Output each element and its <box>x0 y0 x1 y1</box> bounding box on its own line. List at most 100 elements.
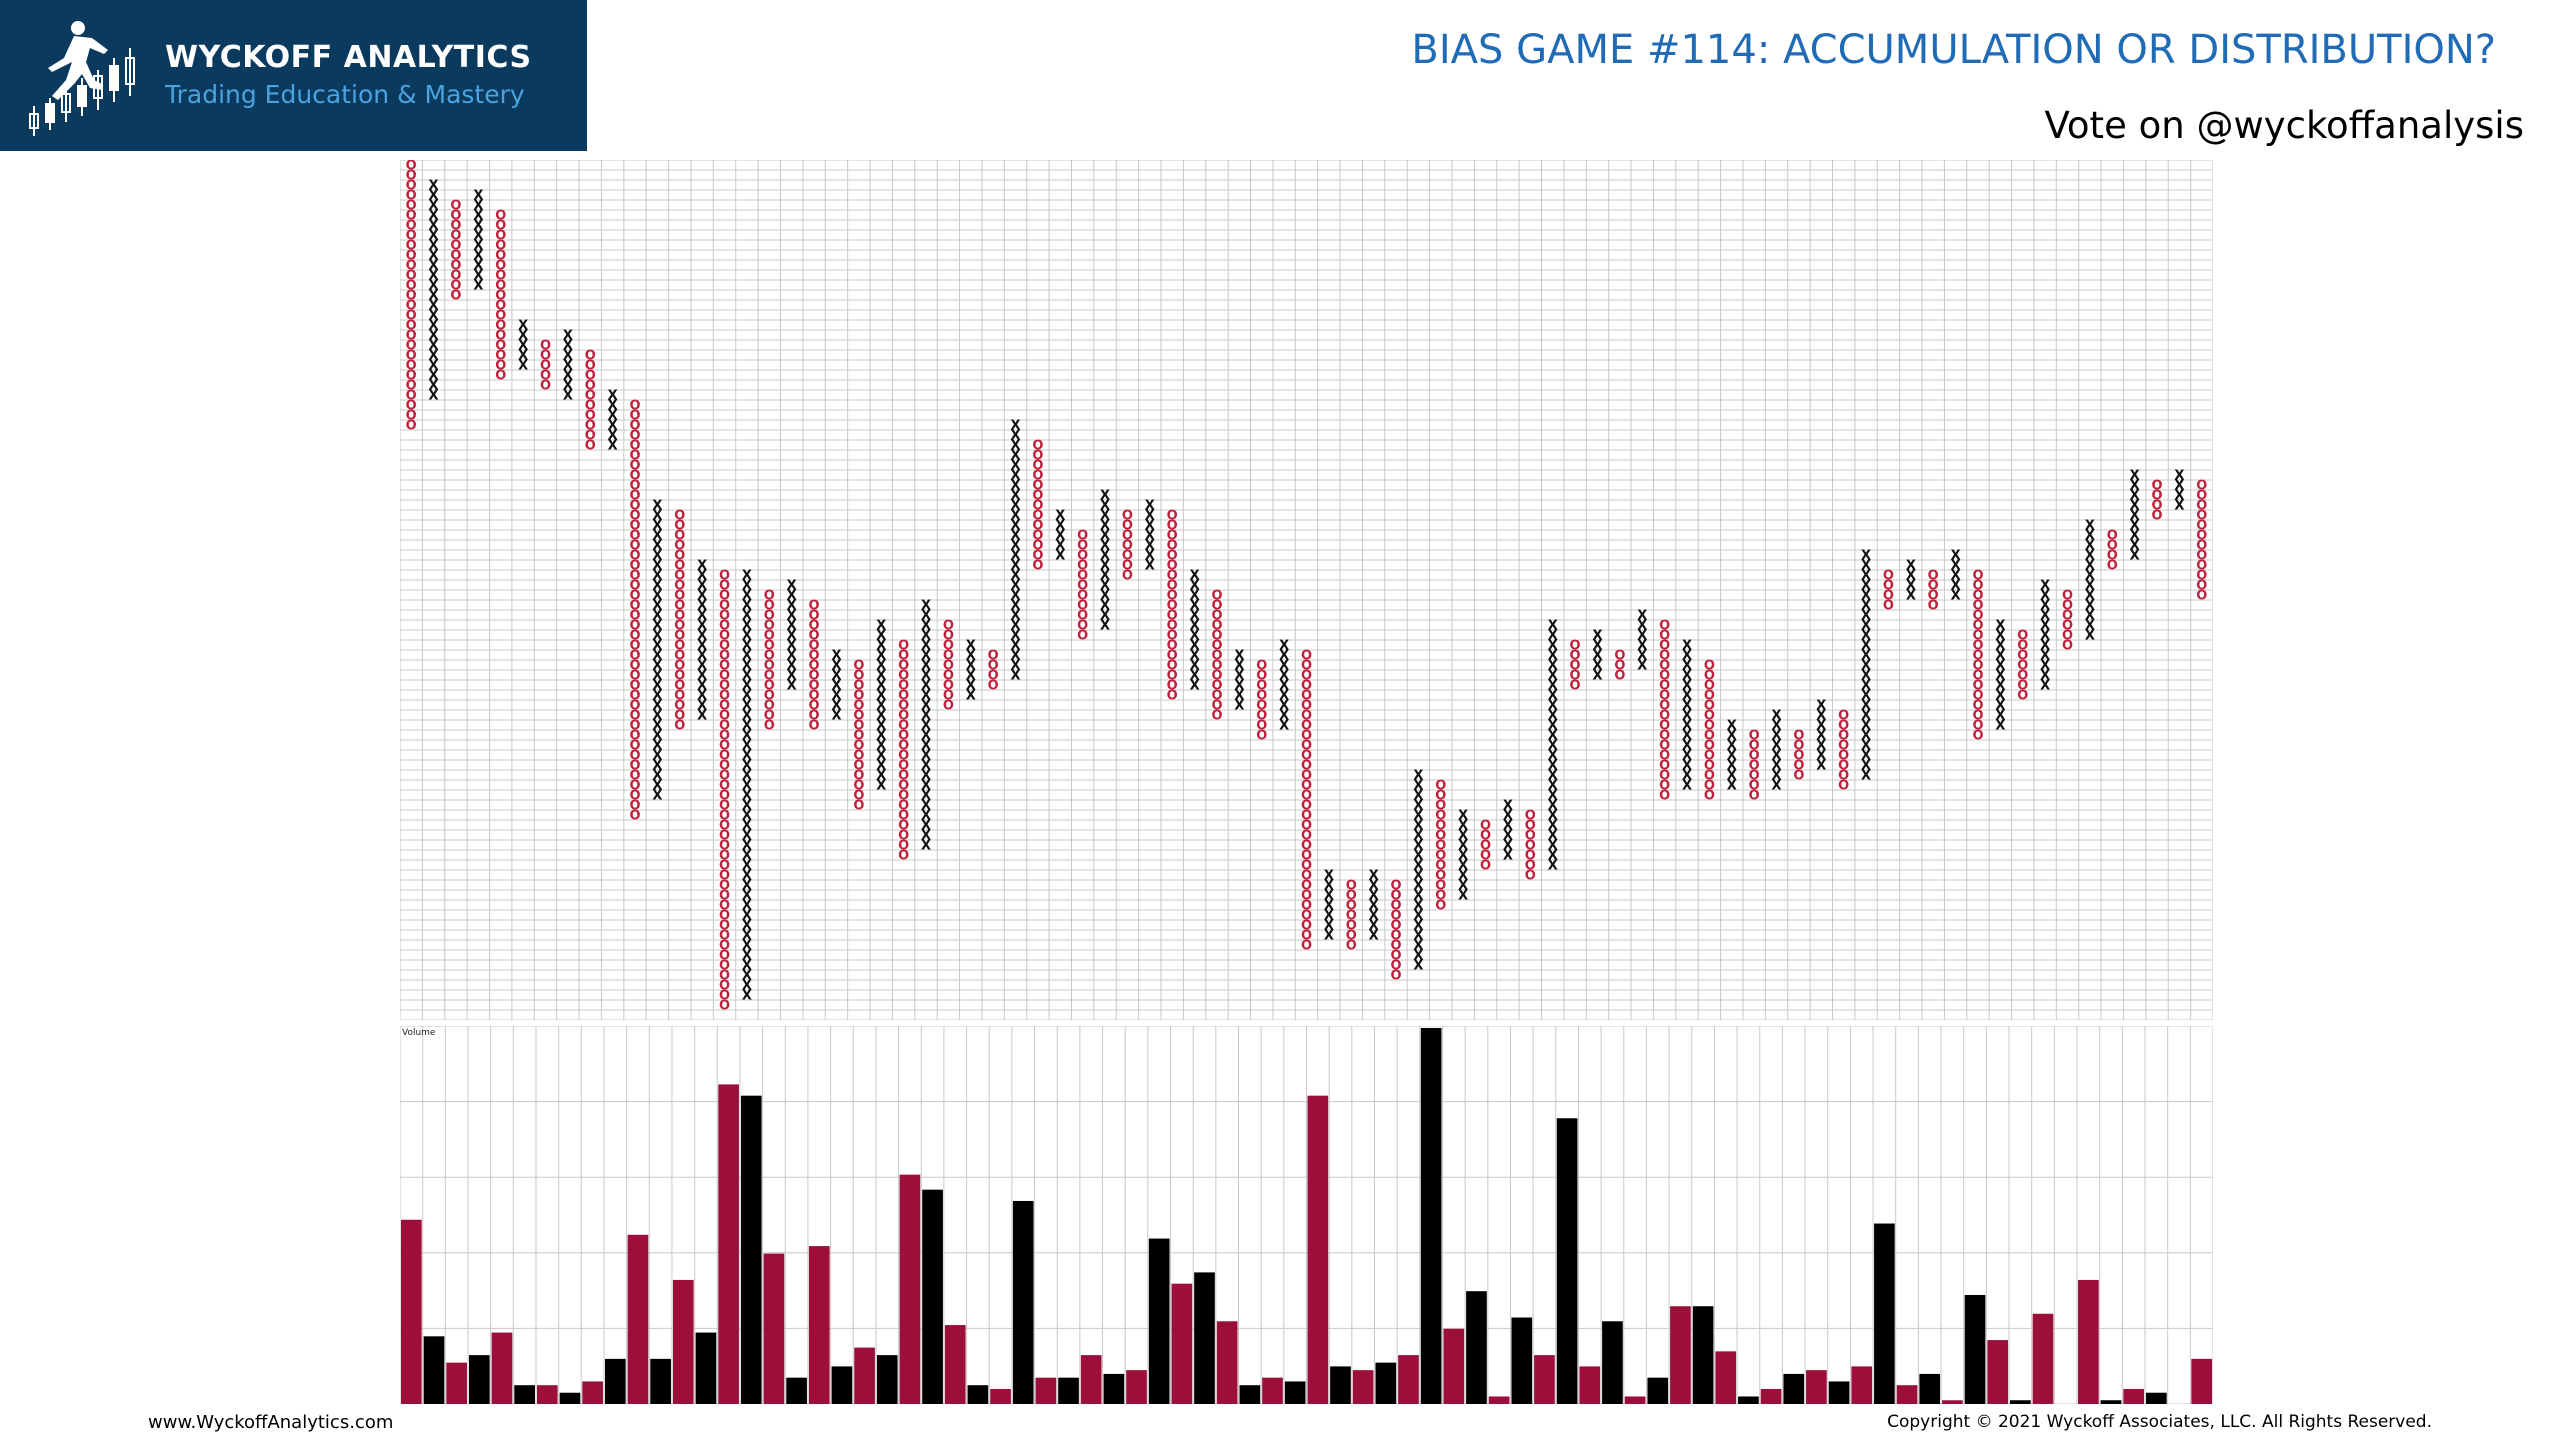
pf-o-mark: O <box>1256 729 1267 744</box>
pf-o-mark: O <box>809 639 820 654</box>
pf-x-mark: X <box>1861 699 1871 714</box>
pf-x-mark: X <box>1816 729 1826 744</box>
pf-o-mark: O <box>1077 529 1088 544</box>
pf-x-mark: X <box>876 689 886 704</box>
pf-o-mark: O <box>719 629 730 644</box>
footer-url[interactable]: www.WyckoffAnalytics.com <box>148 1412 394 1433</box>
pf-x-mark: X <box>1548 859 1558 874</box>
pf-x-mark: X <box>831 659 841 674</box>
pf-o-mark: O <box>898 749 909 764</box>
pf-x-mark: X <box>652 609 662 624</box>
pf-marks: OOOOOOOOOOOOOOOOOOOOOOOOOOOXXXXXXXXXXXXX… <box>406 160 2208 1014</box>
pf-o-mark: O <box>1032 519 1043 534</box>
pf-o-mark: O <box>853 719 864 734</box>
pf-o-mark: O <box>406 160 417 174</box>
pf-o-mark: O <box>809 719 820 734</box>
pf-o-mark: O <box>1435 879 1446 894</box>
pf-x-mark: X <box>742 639 752 654</box>
pf-o-mark: O <box>629 699 640 714</box>
pf-x-mark: X <box>1369 879 1379 894</box>
pf-o-mark: O <box>1301 769 1312 784</box>
pf-o-mark: O <box>2062 589 2073 604</box>
pf-o-mark: O <box>1346 889 1357 904</box>
volume-bar-73 <box>2032 1313 2054 1404</box>
pf-column-55: OOO <box>1614 649 1625 684</box>
pf-o-mark: O <box>585 389 596 404</box>
pf-x-mark: X <box>1413 929 1423 944</box>
pf-o-mark: O <box>1972 569 1983 584</box>
pf-x-mark: X <box>742 739 752 754</box>
pf-o-mark: O <box>585 399 596 414</box>
pf-x-mark: X <box>652 649 662 664</box>
pf-o-mark: O <box>585 349 596 364</box>
pf-x-mark: X <box>1100 569 1110 584</box>
pf-x-mark: X <box>742 589 752 604</box>
pf-o-mark: O <box>719 779 730 794</box>
pf-o-mark: O <box>1659 749 1670 764</box>
pf-o-mark: O <box>943 639 954 654</box>
pf-o-mark: O <box>809 689 820 704</box>
pf-x-mark: X <box>921 609 931 624</box>
pf-o-mark: O <box>1167 579 1178 594</box>
pf-o-mark: O <box>1301 799 1312 814</box>
pf-x-mark: X <box>2130 519 2140 534</box>
volume-bar-57 <box>1670 1306 1691 1404</box>
pf-x-mark: X <box>563 329 573 344</box>
pf-o-mark: O <box>809 629 820 644</box>
pf-x-mark: X <box>2130 489 2140 504</box>
pf-x-mark: X <box>1011 529 1021 544</box>
pf-o-mark: O <box>629 799 640 814</box>
pf-x-mark: X <box>429 249 439 264</box>
pf-x-mark: X <box>1548 619 1558 634</box>
pf-o-mark: O <box>1749 739 1760 754</box>
pf-o-mark: O <box>719 579 730 594</box>
pf-o-mark: O <box>1032 459 1043 474</box>
pf-x-mark: X <box>652 499 662 514</box>
pf-o-mark: O <box>2196 549 2207 564</box>
volume-bar-15 <box>718 1084 739 1404</box>
pf-x-mark: X <box>608 419 618 434</box>
pf-x-mark: X <box>652 589 662 604</box>
pf-x-mark: X <box>787 659 797 674</box>
volume-bar-24 <box>922 1189 943 1404</box>
pf-o-mark: O <box>943 679 954 694</box>
pf-o-mark: O <box>2017 669 2028 684</box>
pf-x-mark: X <box>921 839 931 854</box>
pf-x-mark: X <box>2040 679 2050 694</box>
pf-o-mark: O <box>1301 909 1312 924</box>
pf-x-mark: X <box>1011 569 1021 584</box>
pf-o-mark: O <box>898 729 909 744</box>
pf-x-mark: X <box>1279 689 1289 704</box>
pf-o-mark: O <box>1211 609 1222 624</box>
pf-o-mark: O <box>1883 599 1894 614</box>
pf-x-mark: X <box>1011 589 1021 604</box>
pf-x-mark: X <box>1413 939 1423 954</box>
pf-o-mark: O <box>764 599 775 614</box>
pf-x-mark: X <box>518 329 528 344</box>
pf-x-mark: X <box>608 439 618 454</box>
pf-o-mark: O <box>1390 929 1401 944</box>
pf-o-mark: O <box>495 309 506 324</box>
pf-o-mark: O <box>719 609 730 624</box>
pf-x-mark: X <box>1861 549 1871 564</box>
pf-x-mark: X <box>1369 869 1379 884</box>
pf-x-mark: X <box>742 789 752 804</box>
pf-x-mark: X <box>2130 479 2140 494</box>
volume-bar-58 <box>1692 1306 1714 1404</box>
pf-o-mark: O <box>898 739 909 754</box>
pf-x-mark: X <box>2174 499 2184 514</box>
pf-o-mark: O <box>1972 709 1983 724</box>
pf-x-mark: X <box>787 619 797 634</box>
pf-x-mark: X <box>1190 629 1200 644</box>
pf-o-mark: O <box>719 649 730 664</box>
volume-bar-38 <box>1239 1385 1261 1404</box>
pf-x-mark: X <box>1413 779 1423 794</box>
pf-x-mark: X <box>563 379 573 394</box>
